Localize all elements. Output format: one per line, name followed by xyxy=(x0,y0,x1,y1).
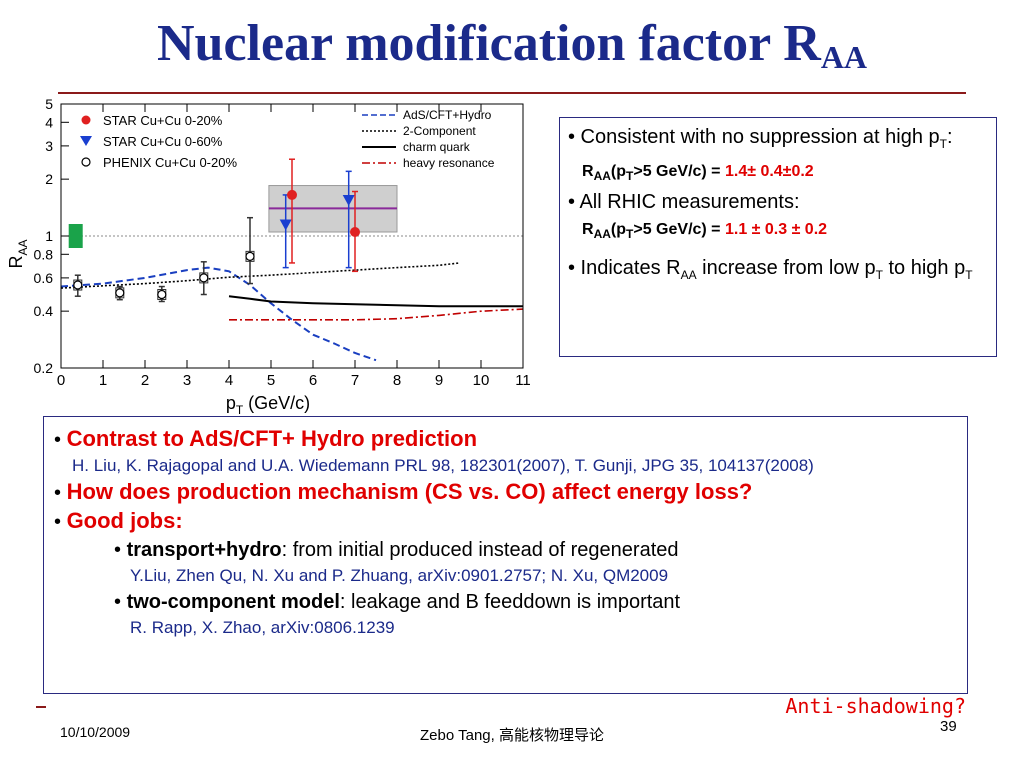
slide-title: Nuclear modification factor RAA xyxy=(0,14,1024,76)
chart-legend: STAR Cu+Cu 0-20% STAR Cu+Cu 0-60% PHENIX C… xyxy=(80,108,495,170)
legend-label: AdS/CFT+Hydro xyxy=(403,108,492,122)
x-axis-label: pT (GeV/c) xyxy=(226,393,310,416)
y-tick-label: 5 xyxy=(45,96,53,112)
footer-rule xyxy=(36,706,46,708)
phenix-point xyxy=(199,273,209,283)
x-tick-label: 5 xyxy=(267,372,275,389)
legend-marker-phenix xyxy=(81,157,91,167)
star-0-60-point xyxy=(279,219,292,231)
curve-charm-quark xyxy=(228,295,523,308)
title-divider xyxy=(58,92,966,94)
footer-author: Zebo Tang, 高能核物理导论 xyxy=(420,727,604,744)
x-tick-label: 11 xyxy=(515,372,531,389)
x-tick-label: 10 xyxy=(473,372,490,389)
phenix-point xyxy=(157,289,167,300)
legend-label: STAR Cu+Cu 0-20% xyxy=(103,113,223,128)
note-reference-3: R. Rapp, X. Zhao, arXiv:0806.1239 xyxy=(130,618,395,637)
title-subscript: AA xyxy=(820,39,868,75)
x-tick-label: 9 xyxy=(435,372,443,389)
chart-bands xyxy=(68,185,398,248)
y-tick-label: 1 xyxy=(45,228,53,244)
star-0-20-point xyxy=(287,189,297,200)
summary-rhic-value: RAA(pT>5 GeV/c) = 1.1 ± 0.3 ± 0.2 xyxy=(582,221,828,242)
footer-date: 10/10/2009 xyxy=(60,724,131,740)
x-tick-label: 4 xyxy=(225,372,233,389)
page-number: 39 xyxy=(940,718,957,735)
legend-label: heavy resonance xyxy=(403,156,495,170)
curve-heavy-resonance xyxy=(229,308,524,321)
summary-bullet-3: • Indicates RAA increase from low pT to … xyxy=(568,257,973,283)
curve-two-component xyxy=(60,262,461,289)
legend-marker-star-0-20 xyxy=(81,115,91,125)
notes-box: • Contrast to AdS/CFT+ Hydro prediction … xyxy=(43,416,968,694)
y-axis-label: RAA xyxy=(6,239,30,268)
x-tick-label: 6 xyxy=(309,372,317,389)
summary-star-value: RAA(pT>5 GeV/c) = 1.4± 0.4±0.2 xyxy=(582,163,814,184)
y-tick-label: 2 xyxy=(45,171,53,187)
legend-label: 2-Component xyxy=(403,124,476,138)
curve-ads-cft-hydro xyxy=(60,266,377,362)
star-0-20-point xyxy=(350,226,360,237)
chart-curves xyxy=(60,262,524,362)
raa-chart: 0 1 2 3 4 5 6 7 8 9 10 11 0.2 0.4 0.6 0.8 1 2 3 4 5 STAR Cu+… xyxy=(6,96,531,416)
chart-axes: 0 1 2 3 4 5 6 7 8 9 10 11 0.2 0.4 0.6 0.8 1 2 3 4 5 xyxy=(34,96,531,389)
note-sub-1: • transport+hydro: from initial produced… xyxy=(114,539,679,561)
y-tick-label: 3 xyxy=(45,138,53,154)
legend-label: PHENIX Cu+Cu 0-20% xyxy=(103,155,237,170)
y-tick-label: 0.4 xyxy=(34,303,54,319)
note-heading-3: • Good jobs: xyxy=(54,508,183,533)
chart-points xyxy=(73,158,360,303)
phenix-point xyxy=(73,280,83,290)
note-heading-2: • How does production mechanism (CS vs. … xyxy=(54,479,753,504)
summary-box: • Consistent with no suppression at high… xyxy=(559,117,997,357)
y-tick-label: 4 xyxy=(45,114,53,130)
legend-marker-star-0-60 xyxy=(80,136,92,146)
phenix-point xyxy=(115,288,125,298)
title-main: Nuclear modification factor R xyxy=(156,15,821,72)
note-sub-2: • two-component model: leakage and B fee… xyxy=(114,591,681,613)
anti-shadowing-callout: Anti-shadowing? xyxy=(785,694,966,718)
note-reference-1: H. Liu, K. Rajagopal and U.A. Wiedemann … xyxy=(72,456,814,475)
y-tick-label: 0.6 xyxy=(34,270,54,286)
x-tick-label: 3 xyxy=(183,372,191,389)
x-tick-label: 2 xyxy=(141,372,149,389)
legend-label: charm quark xyxy=(403,140,471,154)
normalization-uncertainty-box xyxy=(68,224,83,248)
note-heading-1: • Contrast to AdS/CFT+ Hydro prediction xyxy=(54,426,478,451)
star-0-60-point xyxy=(342,195,355,207)
x-tick-label: 1 xyxy=(99,372,107,389)
legend-label: STAR Cu+Cu 0-60% xyxy=(103,134,223,149)
y-tick-label: 0.2 xyxy=(34,360,54,376)
summary-bullet-2: • All RHIC measurements: xyxy=(568,191,800,214)
phenix-point xyxy=(245,251,255,261)
x-tick-label: 0 xyxy=(57,372,65,389)
x-tick-label: 8 xyxy=(393,372,401,389)
y-tick-label: 0.8 xyxy=(34,246,54,262)
note-reference-2: Y.Liu, Zhen Qu, N. Xu and P. Zhuang, arX… xyxy=(130,566,669,585)
x-tick-label: 7 xyxy=(351,372,359,389)
summary-bullet-1: • Consistent with no suppression at high… xyxy=(568,126,953,151)
